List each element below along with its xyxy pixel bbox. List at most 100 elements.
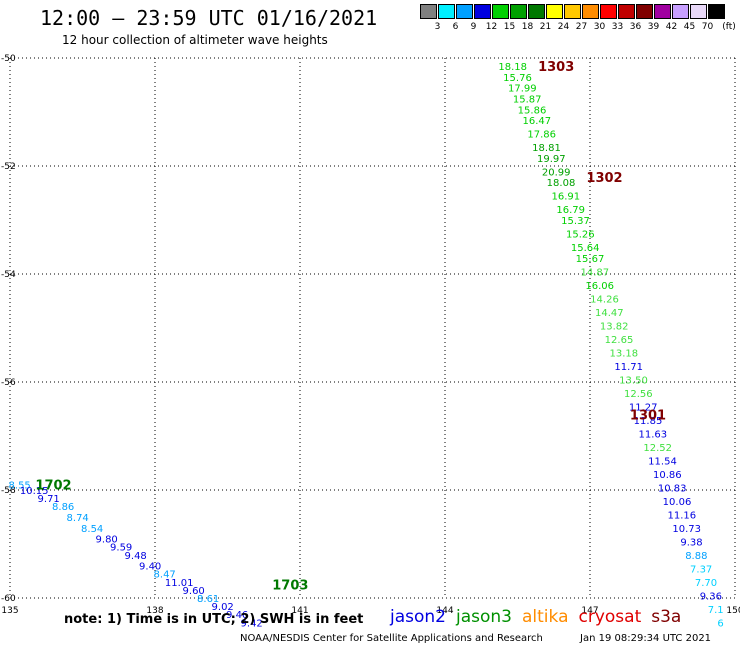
color-scale-label: 36 xyxy=(629,22,642,32)
color-scale-label: 24 xyxy=(557,22,570,32)
color-scale-label: 12 xyxy=(485,22,498,32)
wave-height-label: 9.02 xyxy=(212,602,234,613)
page-subtitle: 12 hour collection of altimeter wave hei… xyxy=(62,33,328,47)
wave-height-label: 8.54 xyxy=(81,524,103,535)
color-scale-swatch xyxy=(654,4,671,19)
wave-height-label: 14.47 xyxy=(595,308,624,319)
wave-height-label: 14.26 xyxy=(590,294,619,305)
color-scale-label: 3 xyxy=(434,22,441,32)
color-scale-label: 9 xyxy=(470,22,477,32)
wave-height-label: 7.70 xyxy=(695,578,717,589)
wave-height-label: 17.99 xyxy=(508,84,537,95)
pass-time-label: 1303 xyxy=(538,60,574,75)
pass-time-label: 1302 xyxy=(586,171,622,186)
color-scale-swatch xyxy=(672,4,689,19)
wave-height-label: 11.01 xyxy=(165,578,194,589)
color-scale-label: 70 xyxy=(701,22,714,32)
wave-height-label: 18.18 xyxy=(498,62,527,73)
color-scale-swatch xyxy=(420,4,437,19)
wave-height-label: 9.42 xyxy=(241,618,263,629)
color-scale-label: 21 xyxy=(539,22,552,32)
wave-height-label: 10.06 xyxy=(663,497,692,508)
wave-height-label: 11.27 xyxy=(629,402,658,413)
map-axis-labels: 135 138 141 144 147 150 -50 -52 -54 -56 -58 -60 xyxy=(1,54,740,616)
wave-height-label: 9.38 xyxy=(680,537,702,548)
color-scale-label: 27 xyxy=(575,22,588,32)
wave-height-label: 15.64 xyxy=(571,243,600,254)
wave-height-label: 9.36 xyxy=(700,591,722,602)
wave-height-label: 9.46 xyxy=(226,610,248,621)
satellite-legend-item: s3a xyxy=(651,607,682,627)
wave-height-label: 10.73 xyxy=(672,524,701,535)
satellite-legend-item: cryosat xyxy=(578,607,642,627)
wave-height-label: 16.79 xyxy=(556,205,585,216)
color-scale-swatch xyxy=(636,4,653,19)
satellite-legend: jason2 jason3 altika cryosat s3a xyxy=(390,607,691,627)
wave-height-label: 10.15 xyxy=(20,486,49,497)
color-scale-swatch xyxy=(600,4,617,19)
wave-height-label: 19.97 xyxy=(537,154,566,165)
color-scale-swatch xyxy=(690,4,707,19)
note-text: note: 1) Time is in UTC; 2) SWH is in fe… xyxy=(64,612,364,627)
color-scale-swatch xyxy=(492,4,509,19)
wave-height-label: 15.87 xyxy=(513,95,542,106)
color-scale-label: 45 xyxy=(683,22,696,32)
wave-height-label: 8.55 xyxy=(9,481,31,492)
wave-height-label: 10.86 xyxy=(653,470,682,481)
wave-height-label: 8.86 xyxy=(52,502,74,513)
wave-height-label: 14.87 xyxy=(581,267,610,278)
longitude-tick-label: 138 xyxy=(146,606,163,616)
wave-height-label: 9.59 xyxy=(110,543,132,554)
wave-height-label: 12.65 xyxy=(605,335,634,346)
wave-height-label: 18.08 xyxy=(547,178,576,189)
color-scale-swatch xyxy=(708,4,725,19)
wave-height-label: 16.91 xyxy=(552,192,581,203)
latitude-tick-label: -52 xyxy=(1,162,16,172)
color-scale-label: 6 xyxy=(452,22,459,32)
satellite-legend-item: jason2 xyxy=(390,607,446,627)
wave-height-label: 9.60 xyxy=(183,586,205,597)
wave-height-label: 8.47 xyxy=(154,570,176,581)
wave-height-label: 7.1 xyxy=(708,605,724,616)
wave-height-label: 15.86 xyxy=(518,105,547,116)
longitude-tick-label: 141 xyxy=(291,606,308,616)
wave-height-label: 17.86 xyxy=(527,130,556,141)
wave-height-label: 12.56 xyxy=(624,389,653,400)
color-scale-unit: (ft) xyxy=(722,22,736,32)
satellite-legend-item: altika xyxy=(522,607,569,627)
wave-height-label: 15.37 xyxy=(561,216,590,227)
map-grid xyxy=(9,57,736,599)
wave-height-label: 15.26 xyxy=(566,230,595,241)
color-scale-label: 39 xyxy=(647,22,660,32)
wave-height-label: 10.83 xyxy=(658,483,687,494)
color-scale-swatch xyxy=(456,4,473,19)
longitude-tick-label: 144 xyxy=(436,606,453,616)
wave-height-label: 11.63 xyxy=(639,429,668,440)
color-scale-label: 15 xyxy=(503,22,516,32)
page-title: 12:00 — 23:59 UTC 01/16/2021 xyxy=(40,6,378,30)
wave-height-label: 11.54 xyxy=(648,456,677,467)
generated-timestamp: Jan 19 08:29:34 UTC 2021 xyxy=(580,633,712,644)
color-scale-label: 30 xyxy=(593,22,606,32)
latitude-tick-label: -54 xyxy=(1,270,16,280)
latitude-tick-label: -50 xyxy=(1,54,16,64)
color-scale-swatch xyxy=(546,4,563,19)
color-scale-swatch xyxy=(582,4,599,19)
color-scale-swatch xyxy=(510,4,527,19)
latitude-tick-label: -60 xyxy=(1,594,16,604)
wave-height-label: 9.80 xyxy=(96,535,118,546)
wave-height-label: 8.88 xyxy=(685,551,707,562)
longitude-tick-label: 135 xyxy=(1,606,18,616)
latitude-tick-label: -56 xyxy=(1,378,16,388)
wave-height-label: 12.52 xyxy=(643,443,672,454)
color-scale-swatch xyxy=(618,4,635,19)
pass-labels: 1303 1302 1301 1702 1703 xyxy=(35,60,666,593)
wave-height-label: 16.47 xyxy=(523,116,552,127)
color-scale-swatch xyxy=(474,4,491,19)
wave-height-label: 11.85 xyxy=(634,416,663,427)
wave-height-label: 11.16 xyxy=(668,510,697,521)
wave-height-label: 13.50 xyxy=(619,375,648,386)
color-scale-swatch xyxy=(564,4,581,19)
satellite-legend-item: jason3 xyxy=(456,607,512,627)
